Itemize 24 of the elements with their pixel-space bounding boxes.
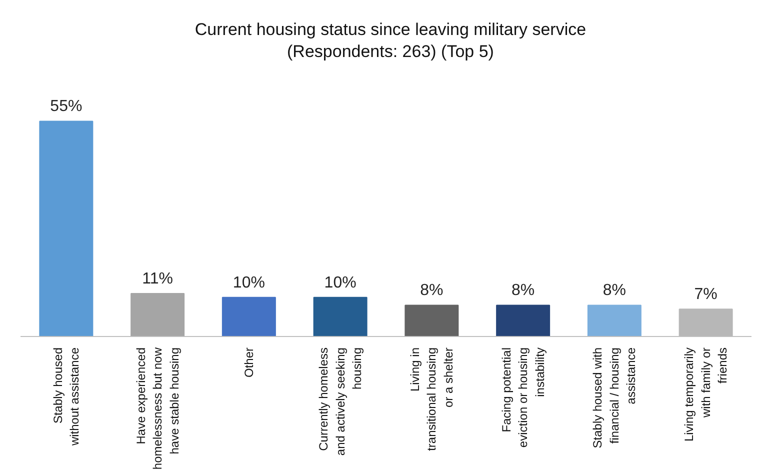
data-label: 11% xyxy=(142,270,173,288)
x-tick-label: Currently homeless and actively seeking housing xyxy=(316,347,364,456)
bar xyxy=(313,296,368,336)
bar xyxy=(39,120,94,336)
x-tick-label: Stably housed with financial / housing assistance xyxy=(590,347,638,448)
data-label: 7% xyxy=(694,286,718,304)
bar xyxy=(222,296,276,336)
bar xyxy=(587,304,642,336)
bar xyxy=(404,304,459,336)
chart-title: Current housing status since leaving military service (Respondents: 263) (Top 5) xyxy=(194,19,586,64)
bar xyxy=(496,304,550,336)
data-label: 10% xyxy=(324,274,356,292)
data-label: 8% xyxy=(512,282,535,300)
bar xyxy=(130,292,185,336)
x-tick-label: Living temporarily with family or friends xyxy=(682,347,730,442)
data-label: 8% xyxy=(602,282,626,300)
data-label: 10% xyxy=(232,274,265,292)
x-tick-label: Stably housed without assistance xyxy=(50,347,82,447)
x-tick-label: Have experienced homelessness but now have stable housing xyxy=(134,347,182,470)
data-label: 55% xyxy=(50,98,82,116)
x-tick-label: Other xyxy=(242,347,256,378)
data-label: 8% xyxy=(420,282,444,300)
x-tick-label: Facing potential eviction or housing instability xyxy=(499,347,547,448)
x-tick-label: Living in transitional housing or a shelter xyxy=(408,347,456,451)
